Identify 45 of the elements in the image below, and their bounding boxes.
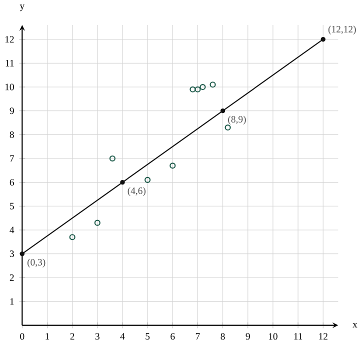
x-tick-label: 2 [70, 333, 74, 340]
annotation: (8,9) [228, 116, 246, 124]
point [220, 108, 226, 114]
annotation: (4,6) [128, 187, 146, 196]
point [190, 86, 196, 92]
x-tick-label: 8 [220, 332, 225, 340]
x-axis-title: x [352, 322, 358, 328]
x-tick-label: 11 [294, 333, 302, 340]
point [170, 162, 176, 169]
y-tick-label: 5 [10, 202, 14, 210]
y-tick-label: 3 [10, 250, 14, 257]
x-tick-label: 10 [268, 332, 278, 340]
x-tick-label: 7 [196, 333, 200, 340]
x-tick-label: 1 [46, 333, 50, 340]
y-tick-label: 4 [10, 226, 14, 234]
annotation: (12,12) [328, 26, 356, 34]
y-tick-label: 9 [10, 107, 14, 114]
point [94, 220, 100, 226]
point [109, 155, 116, 162]
y-tick-label: 6 [10, 178, 14, 186]
y-tick-label: 12 [5, 36, 14, 42]
annotation: (0,3) [27, 258, 46, 268]
point [224, 124, 231, 130]
x-tick-label: 4 [120, 332, 125, 340]
y-tick-label: 7 [10, 155, 14, 162]
point [200, 84, 206, 90]
y-tick-label: 8 [10, 131, 14, 138]
x-tick-label: 3 [95, 333, 100, 340]
x-tick-label: 9 [246, 333, 250, 340]
point [194, 86, 201, 92]
point [20, 251, 25, 256]
y-tick-label: 1 [10, 298, 14, 305]
x-tick-label: 5 [146, 333, 150, 340]
point [120, 180, 125, 185]
point [144, 176, 151, 183]
y-tick-label: 11 [6, 60, 14, 66]
point [320, 36, 326, 42]
y-tick-label: 2 [10, 274, 14, 281]
x-tick-label: 12 [319, 333, 328, 340]
y-axis-title: y [20, 4, 25, 12]
point [69, 234, 76, 240]
x-tick-label: 0 [20, 332, 24, 340]
x-tick-label: 6 [170, 333, 175, 340]
point [210, 81, 216, 88]
y-tick-label: 10 [5, 84, 14, 90]
